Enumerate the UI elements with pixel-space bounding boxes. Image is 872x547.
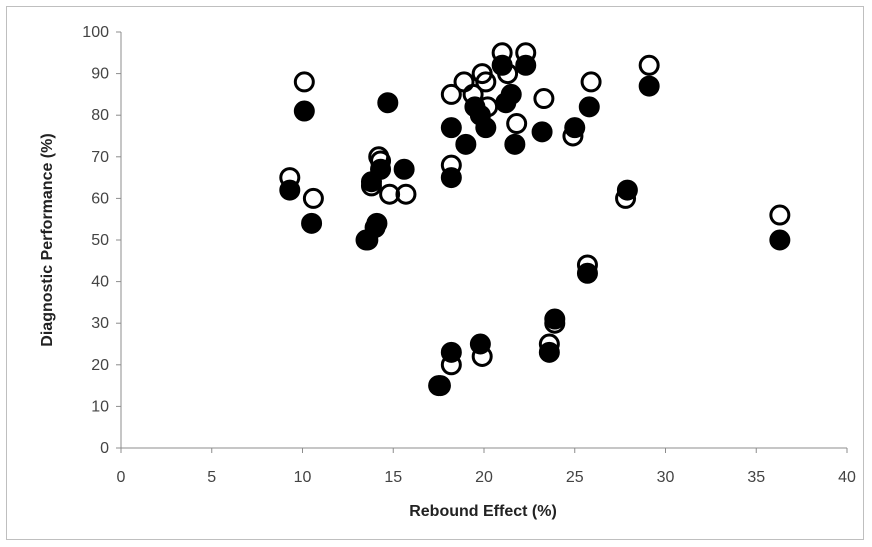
open-point: [497, 63, 519, 85]
x-tick-label: 40: [838, 469, 856, 486]
x-tick-label: 10: [294, 469, 312, 486]
y-axis-title: Diagnostic Performance (%): [39, 133, 56, 346]
filled-point: [531, 121, 553, 143]
open-point: [395, 183, 417, 205]
y-tick-label: 70: [91, 149, 109, 166]
y-tick-label: 90: [91, 66, 109, 83]
open-point: [440, 83, 462, 105]
open-point: [360, 175, 382, 197]
open-point: [491, 42, 513, 64]
y-tick-label: 80: [91, 107, 109, 124]
open-point: [302, 187, 324, 209]
open-point: [544, 312, 566, 334]
open-point: [576, 254, 598, 276]
x-tick-label: 0: [117, 469, 126, 486]
x-tick-label: 15: [384, 469, 402, 486]
y-tick-label: 50: [91, 232, 109, 249]
open-point: [769, 204, 791, 226]
open-point: [638, 54, 660, 76]
x-tick-label: 35: [747, 469, 765, 486]
x-axis-title: Rebound Effect (%): [409, 503, 557, 520]
y-tick-label: 60: [91, 190, 109, 207]
open-point: [379, 183, 401, 205]
filled-point: [769, 229, 791, 251]
open-point: [440, 154, 462, 176]
y-tick-label: 40: [91, 274, 109, 291]
axes: 0 10 20 30 40 50 60 70 80 90 100 0 5 10 15 20 25 30 35 40: [82, 24, 856, 486]
filled-point: [377, 92, 399, 114]
filled-point: [455, 133, 477, 155]
filled-point: [293, 100, 315, 122]
open-point: [477, 96, 499, 118]
open-point: [440, 354, 462, 376]
x-tick-label: 5: [207, 469, 216, 486]
open-point: [580, 71, 602, 93]
filled-point: [301, 212, 323, 234]
x-tick-label: 25: [566, 469, 584, 486]
y-tick-label: 30: [91, 315, 109, 332]
open-point: [293, 71, 315, 93]
open-point: [506, 113, 528, 135]
filled-point: [500, 83, 522, 105]
y-tick-label: 10: [91, 398, 109, 415]
filled-point: [366, 212, 388, 234]
open-point: [515, 42, 537, 64]
open-point: [370, 150, 392, 172]
open-point: [475, 71, 497, 93]
open-point: [279, 167, 301, 189]
filled-point: [475, 117, 497, 139]
open-point: [357, 229, 379, 251]
open-point: [562, 125, 584, 147]
open-point: [429, 375, 451, 397]
chart-frame: [6, 6, 864, 540]
y-tick-label: 100: [82, 24, 109, 41]
filled-point: [440, 117, 462, 139]
filled-point: [578, 96, 600, 118]
open-point: [533, 88, 555, 110]
open-point: [538, 333, 560, 355]
filled-point: [504, 133, 526, 155]
filled-point: [393, 158, 415, 180]
data-points: [279, 42, 791, 397]
filled-point: [638, 75, 660, 97]
y-tick-label: 20: [91, 357, 109, 374]
x-tick-label: 30: [657, 469, 675, 486]
y-tick-label: 0: [100, 440, 109, 457]
open-point: [471, 345, 493, 367]
open-point: [462, 83, 484, 105]
x-tick-label: 20: [475, 469, 493, 486]
open-point: [615, 187, 637, 209]
